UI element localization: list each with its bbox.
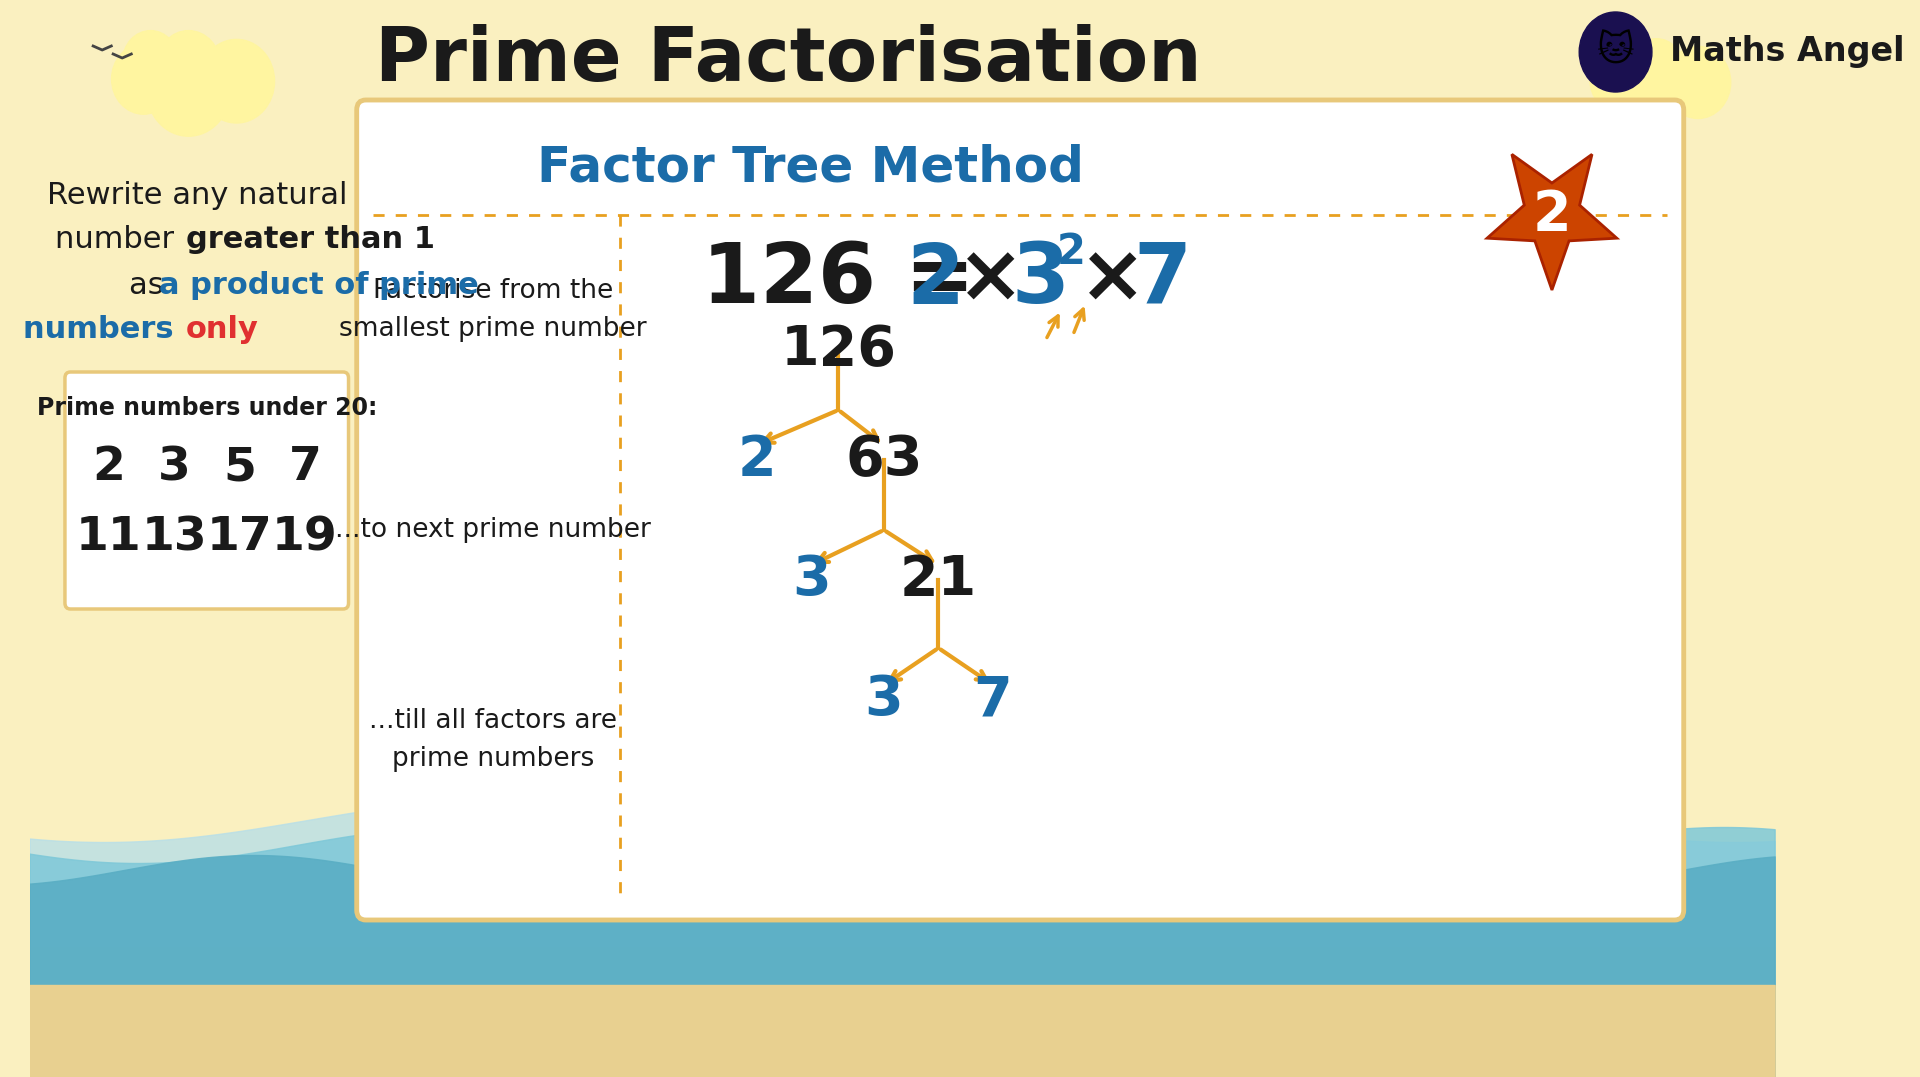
Text: 2: 2 [1056, 230, 1085, 272]
Text: 7: 7 [973, 673, 1012, 727]
Circle shape [111, 44, 175, 114]
Circle shape [1665, 46, 1730, 118]
Text: 3: 3 [157, 446, 190, 490]
Text: 7: 7 [1135, 239, 1192, 321]
FancyBboxPatch shape [29, 0, 1774, 1077]
Text: 11: 11 [75, 516, 142, 560]
Text: 2: 2 [737, 433, 776, 487]
Text: greater than 1: greater than 1 [186, 225, 434, 254]
FancyBboxPatch shape [357, 100, 1684, 920]
Text: 2: 2 [1532, 188, 1571, 242]
Text: 63: 63 [845, 433, 924, 487]
Text: Prime Factorisation: Prime Factorisation [374, 24, 1202, 97]
Text: 126 =: 126 = [703, 239, 975, 321]
Text: Factorise from the
smallest prime number: Factorise from the smallest prime number [340, 278, 647, 342]
Text: 13: 13 [142, 516, 207, 560]
Text: 2: 2 [92, 446, 125, 490]
Text: 19: 19 [273, 516, 338, 560]
Circle shape [1590, 51, 1645, 111]
Text: 5: 5 [223, 446, 255, 490]
Text: 3: 3 [791, 553, 831, 607]
Text: Maths Angel: Maths Angel [1670, 36, 1905, 69]
FancyBboxPatch shape [65, 372, 349, 609]
Text: numbers: numbers [23, 316, 184, 345]
Text: number: number [56, 225, 184, 254]
Text: 🐱️: 🐱️ [1597, 34, 1634, 69]
Circle shape [198, 40, 275, 123]
Text: only: only [186, 316, 259, 345]
Text: 2: 2 [906, 239, 964, 321]
Circle shape [123, 30, 179, 93]
Text: a product of prime: a product of prime [159, 271, 478, 300]
Text: ...to next prime number: ...to next prime number [336, 517, 651, 543]
Circle shape [1580, 12, 1651, 92]
Text: as: as [129, 271, 175, 300]
Text: ×: × [1079, 241, 1146, 319]
Text: Rewrite any natural: Rewrite any natural [48, 181, 348, 210]
Circle shape [157, 30, 221, 101]
Circle shape [1599, 39, 1647, 92]
Text: 21: 21 [900, 553, 977, 607]
Text: 126: 126 [780, 323, 897, 377]
Text: 7: 7 [288, 446, 321, 490]
Text: 3: 3 [864, 673, 902, 727]
Text: ...till all factors are
prime numbers: ...till all factors are prime numbers [369, 708, 616, 772]
Circle shape [146, 44, 230, 136]
Text: 17: 17 [207, 516, 273, 560]
Circle shape [1620, 51, 1693, 130]
Text: Factor Tree Method: Factor Tree Method [538, 144, 1085, 192]
Text: 3: 3 [1012, 239, 1069, 321]
Text: Prime numbers under 20:: Prime numbers under 20: [36, 396, 376, 420]
Polygon shape [1488, 154, 1617, 290]
Text: ×: × [956, 241, 1023, 319]
Circle shape [1628, 39, 1684, 99]
